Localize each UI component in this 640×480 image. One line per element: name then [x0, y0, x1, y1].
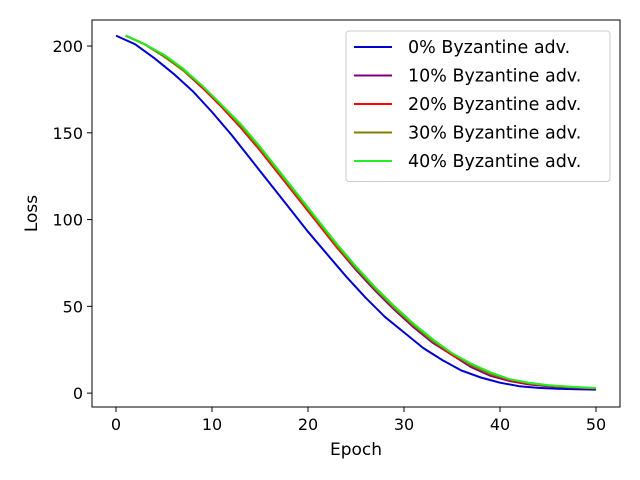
y-axis-label: Loss	[22, 195, 42, 232]
legend-label: 20% Byzantine adv.	[408, 95, 581, 115]
x-tick-label: 10	[202, 415, 222, 434]
y-tick-label: 150	[52, 124, 83, 143]
legend-label: 10% Byzantine adv.	[408, 67, 581, 87]
legend-box	[345, 30, 611, 182]
x-tick-label: 20	[298, 415, 318, 434]
plot-lines	[115, 34, 597, 391]
x-tick-label: 50	[586, 415, 606, 434]
series-line-4	[125, 34, 597, 389]
y-axis-ticks: 0 50 100 150 200	[52, 37, 92, 403]
plot-frame	[91, 19, 621, 408]
y-tick-label: 0	[73, 384, 83, 403]
legend: 0% Byzantine adv. 10% Byzantine adv. 20% B…	[345, 30, 611, 182]
x-tick-label: 40	[490, 415, 510, 434]
x-axis-label: Epoch	[330, 440, 382, 460]
y-tick-label: 100	[52, 211, 83, 230]
x-tick-label: 30	[394, 415, 414, 434]
legend-label: 0% Byzantine adv.	[408, 38, 570, 58]
legend-label: 40% Byzantine adv.	[408, 152, 581, 172]
x-tick-label: 0	[111, 415, 121, 434]
y-tick-label: 50	[63, 297, 83, 316]
legend-label: 30% Byzantine adv.	[408, 124, 581, 144]
x-axis-ticks: 0 10 20 30 40 50	[111, 407, 606, 434]
y-tick-label: 200	[52, 37, 83, 56]
series-line-0	[115, 34, 597, 391]
